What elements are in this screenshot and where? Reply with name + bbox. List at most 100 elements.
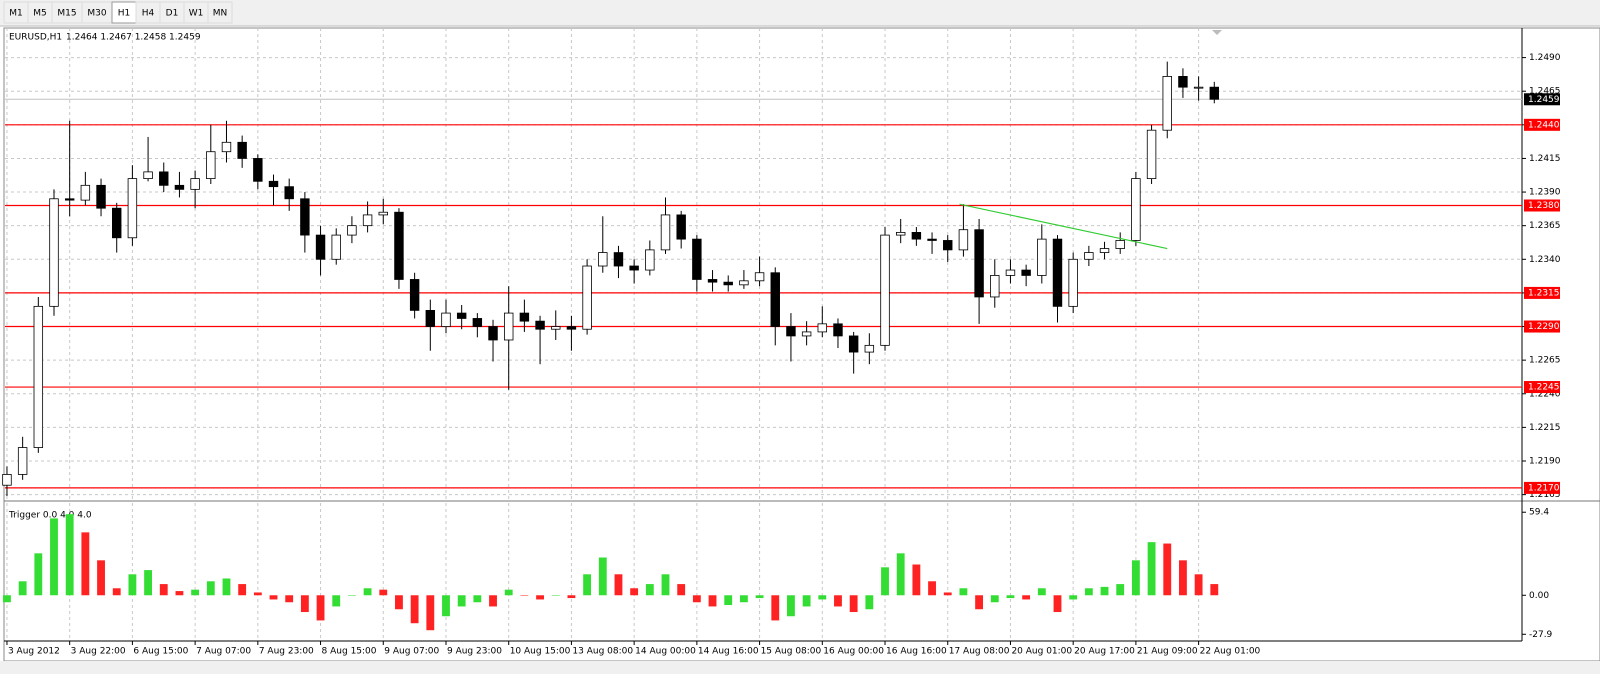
x-tick-label: 3 Aug 22:00: [71, 647, 126, 657]
y-tick-label: 1.2240: [1529, 389, 1561, 399]
candle-body: [159, 171, 169, 186]
timeframe-label: W1: [189, 9, 204, 19]
x-tick-label: 22 Aug 01:00: [1200, 647, 1261, 657]
candle-body: [300, 198, 310, 236]
y-tick-label: 1.2190: [1529, 457, 1561, 467]
timeframe-label: M5: [33, 9, 47, 19]
candle-body: [927, 238, 937, 241]
histogram-bar: [551, 595, 560, 596]
candle-body: [488, 326, 498, 341]
timeframe-button[interactable]: [207, 1, 233, 24]
candle-body: [190, 178, 200, 190]
level-price-label: 1.2170: [1528, 483, 1560, 493]
candle-body: [268, 180, 279, 188]
histogram-bar: [990, 595, 999, 603]
candle-body: [943, 240, 953, 251]
histogram-bar: [818, 595, 827, 600]
histogram-bar: [1131, 560, 1140, 596]
histogram-bar: [865, 595, 874, 610]
y-tick-label: 1.2165: [1529, 490, 1561, 500]
histogram-bar: [849, 595, 858, 613]
candle-body: [1021, 269, 1031, 276]
histogram-bar: [253, 592, 262, 596]
histogram-bar: [316, 595, 325, 621]
histogram-bar: [347, 595, 356, 596]
shift-marker: [1212, 30, 1222, 35]
histogram-bar: [489, 595, 497, 607]
y-tick-label: 1.2490: [1529, 53, 1561, 63]
histogram-bar: [269, 595, 278, 600]
histogram-bar: [630, 588, 639, 596]
y-tick-label: 0.00: [1529, 591, 1549, 601]
level-price-box: [1524, 118, 1560, 131]
candle-body: [33, 305, 44, 448]
x-tick-label: 15 Aug 08:00: [761, 647, 822, 657]
histogram-bar: [943, 592, 952, 596]
candle-body: [895, 231, 906, 236]
candle-body: [1146, 129, 1157, 180]
histogram-bar: [708, 595, 717, 607]
candle-body: [425, 309, 436, 327]
histogram-bar: [442, 595, 450, 617]
histogram-bar: [614, 574, 623, 596]
histogram-bar: [3, 595, 11, 603]
candle-body: [1178, 76, 1188, 88]
candle-body: [284, 186, 294, 200]
histogram-bar: [520, 595, 529, 596]
last-price-label: 1.2459: [1528, 95, 1560, 105]
histogram-bar: [692, 595, 701, 603]
candle-body: [96, 184, 106, 209]
level-price-label: 1.2315: [1528, 288, 1560, 298]
candle-body: [880, 234, 890, 346]
histogram-bar: [912, 564, 921, 596]
x-tick-label: 20 Aug 17:00: [1074, 647, 1135, 657]
histogram-bar: [363, 588, 372, 596]
candle-body: [660, 214, 671, 251]
candle-body: [598, 252, 608, 267]
histogram-bar: [802, 595, 811, 607]
candle-body: [221, 141, 232, 153]
histogram-bar: [787, 595, 795, 617]
histogram-bar: [1147, 542, 1156, 596]
histogram-bar: [97, 560, 105, 596]
histogram-bar: [755, 595, 764, 599]
x-tick-label: 7 Aug 23:00: [259, 647, 314, 657]
y-tick-label: 1.2465: [1529, 87, 1561, 97]
histogram-bar: [583, 574, 592, 596]
level-price-label: 1.2290: [1528, 322, 1560, 332]
histogram-bar: [300, 595, 309, 613]
histogram-bar: [285, 595, 294, 603]
level-price-label: 1.2380: [1528, 201, 1560, 211]
histogram-bar: [645, 584, 654, 596]
histogram-bar: [1037, 588, 1046, 596]
histogram-bar: [1006, 595, 1015, 599]
histogram-bar: [1069, 595, 1078, 600]
candle-body: [127, 178, 138, 239]
x-tick-label: 21 Aug 09:00: [1137, 647, 1198, 657]
candle-body: [1115, 240, 1125, 249]
histogram-bar: [175, 591, 184, 596]
level-price-box: [1524, 286, 1560, 299]
histogram-bar: [1163, 543, 1172, 596]
x-tick-label: 20 Aug 01:00: [1011, 647, 1072, 657]
candle-body: [80, 184, 91, 201]
histogram-bar: [881, 567, 889, 596]
candle-body: [253, 158, 263, 182]
histogram-bar: [81, 532, 90, 596]
x-tick-label: 14 Aug 00:00: [635, 647, 696, 657]
histogram-bar: [379, 589, 388, 596]
histogram-bar: [1194, 574, 1203, 596]
candle-body: [911, 231, 922, 240]
histogram-bar: [473, 595, 482, 603]
histogram-bar: [677, 584, 686, 596]
x-tick-label: 17 Aug 08:00: [949, 647, 1010, 657]
histogram-bar: [975, 595, 984, 610]
ohlc-readout: 1.2464 1.2467 1.2458 1.2459: [66, 33, 201, 43]
histogram-bar: [1022, 595, 1031, 600]
y-tick-label: 1.2365: [1529, 221, 1561, 231]
candle-body: [692, 238, 702, 280]
level-price-box: [1524, 381, 1560, 394]
candle-body: [64, 198, 75, 201]
x-tick-label: 14 Aug 16:00: [698, 647, 759, 657]
